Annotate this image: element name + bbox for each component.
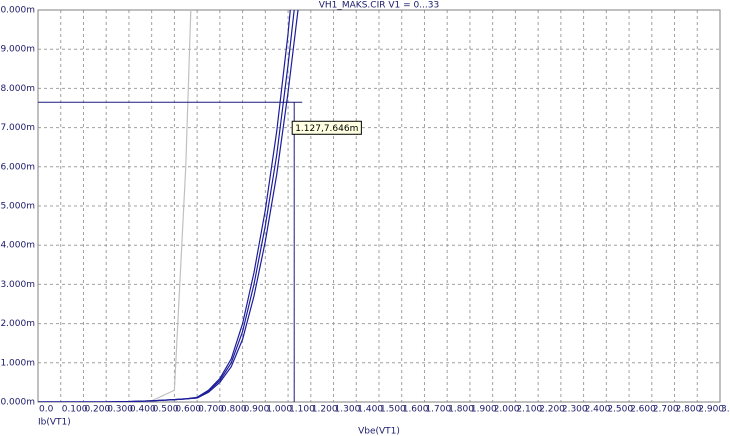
x-tick-label: 0.600 bbox=[175, 405, 201, 415]
x-tick-label: 1.500 bbox=[380, 405, 406, 415]
x-tick-label: 0.700 bbox=[198, 405, 224, 415]
x-tick-label: 1.300 bbox=[335, 405, 361, 415]
x-tick-label: 2.400 bbox=[585, 405, 611, 415]
x-tick-label: 1.000 bbox=[266, 405, 292, 415]
x-tick-label: 1.700 bbox=[425, 405, 451, 415]
y-tick-label: 10.000m bbox=[0, 6, 35, 16]
y-tick-label: 8.000m bbox=[0, 84, 35, 94]
x-tick-label: 1.100 bbox=[289, 405, 315, 415]
x-tick-label: 0.300 bbox=[107, 405, 133, 415]
chart-title: VH1_MAKS.CIR V1 = 0...33 bbox=[319, 1, 440, 11]
x-tick-label: 0.0 bbox=[39, 405, 54, 415]
plot-area bbox=[38, 10, 299, 402]
x-tick-label: 1.200 bbox=[312, 405, 338, 415]
y-tick-label: 0.000m bbox=[0, 398, 35, 408]
series-line bbox=[38, 10, 295, 402]
plot-frame bbox=[37, 9, 721, 403]
y-tick-label: 5.000m bbox=[0, 202, 35, 212]
x-tick-label: 0.400 bbox=[130, 405, 156, 415]
x-tick-label: 0.100 bbox=[62, 405, 88, 415]
series-line bbox=[38, 10, 299, 402]
x-tick-label: 2.600 bbox=[630, 405, 656, 415]
x-tick-label: 1.900 bbox=[471, 405, 497, 415]
y-tick-label: 7.000m bbox=[0, 123, 35, 133]
x-tick-label: 1.400 bbox=[357, 405, 383, 415]
x-tick-label: 0.200 bbox=[84, 405, 110, 415]
x-tick-label: 2.100 bbox=[516, 405, 542, 415]
y-tick-label: 3.000m bbox=[0, 280, 35, 290]
x-tick-label: 2.900 bbox=[698, 405, 724, 415]
y-tick-label: 9.000m bbox=[0, 45, 35, 55]
x-tick-label: 2.500 bbox=[607, 405, 633, 415]
series-line bbox=[38, 10, 192, 402]
x-tick-label: 1.600 bbox=[403, 405, 429, 415]
x-tick-label: 2.000 bbox=[494, 405, 520, 415]
x-tick-label: 3.000 bbox=[721, 405, 730, 415]
cursor-label-box bbox=[291, 120, 362, 135]
x-axis-label: Vbe(VT1) bbox=[358, 427, 400, 436]
x-tick-label: 2.200 bbox=[539, 405, 565, 415]
y-tick-label: 2.000m bbox=[0, 319, 35, 329]
x-tick-label: 0.800 bbox=[221, 405, 247, 415]
y-tick-label: 1.000m bbox=[0, 358, 35, 368]
x-tick-label: 2.300 bbox=[562, 405, 588, 415]
x-tick-label: 1.800 bbox=[448, 405, 474, 415]
x-tick-label: 2.700 bbox=[653, 405, 679, 415]
y-axis-label: Ib(VT1) bbox=[38, 418, 71, 428]
x-tick-label: 2.800 bbox=[676, 405, 702, 415]
x-tick-label: 0.500 bbox=[153, 405, 179, 415]
x-tick-label: 0.900 bbox=[244, 405, 270, 415]
y-tick-label: 4.000m bbox=[0, 241, 35, 251]
y-tick-label: 6.000m bbox=[0, 162, 35, 172]
cursor-label: 1.127,7.646m bbox=[295, 124, 358, 134]
